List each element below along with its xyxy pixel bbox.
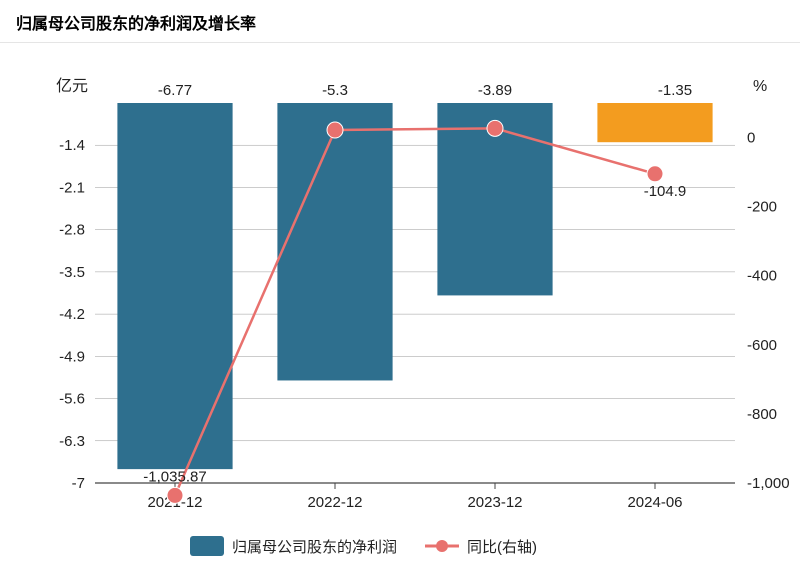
right-tick-label: -800 <box>747 406 777 423</box>
left-tick-label: -6.3 <box>59 433 85 450</box>
bar-value-label: -1.35 <box>658 82 692 99</box>
bar <box>277 103 392 380</box>
left-tick-label: -4.2 <box>59 306 85 323</box>
right-tick-label: 0 <box>747 130 755 147</box>
right-tick-label: -1,000 <box>747 475 790 492</box>
legend-swatch-bar <box>190 536 224 556</box>
line-series <box>175 128 655 495</box>
right-tick-label: -200 <box>747 199 777 216</box>
left-tick-label: -7 <box>72 475 85 492</box>
left-tick-label: -2.8 <box>59 222 85 239</box>
bar <box>597 103 712 142</box>
x-tick-label: 2022-12 <box>307 494 362 511</box>
bar-value-label: -6.77 <box>158 82 192 99</box>
bar <box>117 103 232 469</box>
legend-swatch-marker <box>436 540 448 552</box>
legend-label: 归属母公司股东的净利润 <box>232 539 397 556</box>
line-marker <box>647 166 663 182</box>
left-tick-label: -4.9 <box>59 348 85 365</box>
chart-title: 归属母公司股东的净利润及增长率 <box>0 0 800 43</box>
line-value-label: -1,035.87 <box>143 468 206 485</box>
chart-svg: -1.4 -2.1 -2.8 -3.5 -4.2 -4.9 -5.6 -6.3 -7 0 -200 -… <box>0 43 800 583</box>
left-tick-label: -3.5 <box>59 264 85 281</box>
right-axis-label: % <box>753 78 767 95</box>
legend-label: 同比(右轴) <box>467 539 537 556</box>
line-marker <box>487 120 503 136</box>
line-marker <box>327 122 343 138</box>
x-tick-label: 2024-06 <box>627 494 682 511</box>
left-axis-label: 亿元 <box>56 77 88 95</box>
right-tick-label: -600 <box>747 337 777 354</box>
line-marker <box>167 487 183 503</box>
right-tick-label: -400 <box>747 268 777 285</box>
chart-area: -1.4 -2.1 -2.8 -3.5 -4.2 -4.9 -5.6 -6.3 -7 0 -200 -… <box>0 43 800 583</box>
line-value-label: -104.9 <box>644 183 687 200</box>
left-tick-label: -1.4 <box>59 137 85 154</box>
bar-value-label: -5.3 <box>322 82 348 99</box>
left-tick-label: -5.6 <box>59 391 85 408</box>
x-tick-label: 2023-12 <box>467 494 522 511</box>
bar-value-label: -3.89 <box>478 82 512 99</box>
left-tick-label: -2.1 <box>59 179 85 196</box>
